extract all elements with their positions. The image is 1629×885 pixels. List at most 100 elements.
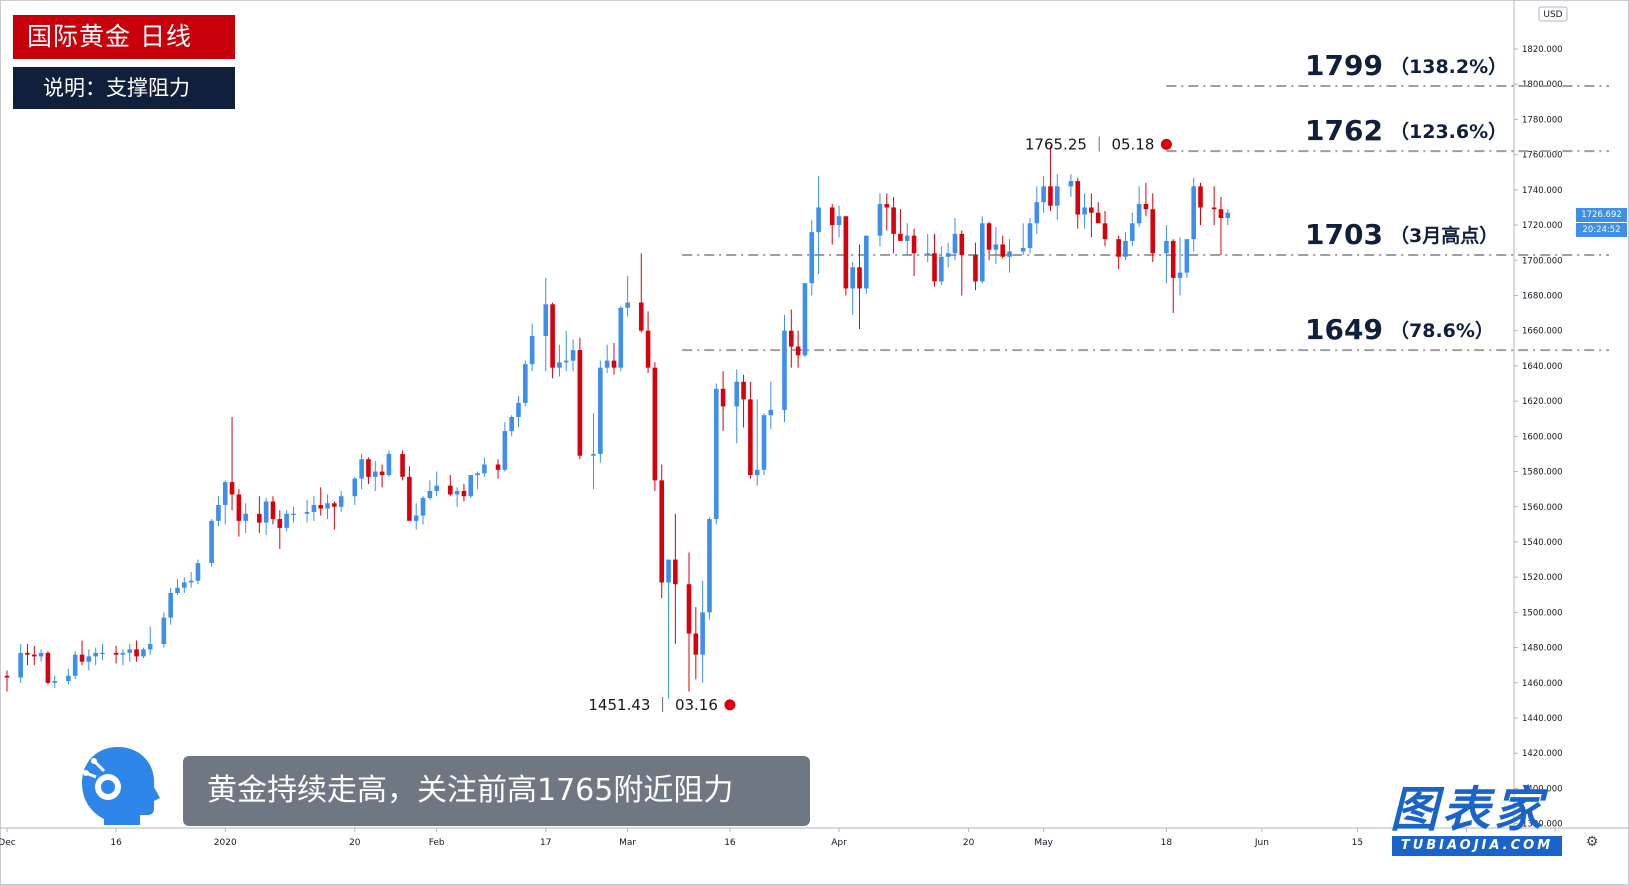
candle-body — [611, 360, 617, 368]
candle-body — [550, 304, 555, 368]
candle-body — [1000, 244, 1006, 257]
candle-body — [877, 203, 883, 236]
y-tick-label: 1480.000 — [1522, 644, 1563, 654]
candle-body — [693, 633, 699, 655]
candle-body — [748, 399, 753, 476]
candle-body — [134, 649, 139, 657]
currency-label: USD — [1543, 10, 1562, 20]
candle-body — [229, 482, 235, 495]
candle-body — [18, 652, 23, 678]
candle-body — [979, 223, 985, 282]
candle-body — [973, 255, 978, 282]
candle-body — [1075, 181, 1081, 215]
candle-body — [734, 381, 740, 407]
candle-body — [829, 207, 835, 226]
candle-body — [386, 453, 392, 476]
candle-body — [898, 233, 903, 241]
candle-body — [666, 559, 671, 583]
x-tick-label: 16 — [110, 838, 122, 848]
candle-body — [598, 367, 603, 454]
level-label: 1703 — [1305, 218, 1383, 251]
y-tick-label: 1400.000 — [1522, 784, 1563, 794]
candle-body — [86, 656, 92, 662]
candle-body — [516, 402, 521, 417]
candle-body — [952, 233, 958, 254]
candle-body — [4, 675, 10, 678]
brand-name: 图表家 — [1390, 782, 1547, 838]
brand-domain: TUBIAOJIA.COM — [1392, 836, 1562, 856]
candle-body — [216, 504, 221, 521]
candle-body — [291, 513, 296, 516]
candle-body — [707, 519, 712, 613]
candle-body — [434, 485, 439, 491]
candle-body — [577, 350, 583, 456]
candle-body — [1164, 240, 1169, 254]
x-tick-label: 18 — [1161, 838, 1173, 848]
candle-body — [523, 364, 528, 403]
y-tick-label: 1520.000 — [1522, 573, 1563, 583]
y-tick-label: 1600.000 — [1522, 432, 1563, 442]
candle-body — [420, 497, 426, 516]
x-tick-label: 17 — [540, 838, 551, 848]
x-tick-label: 15 — [1352, 838, 1363, 848]
price-marker-dot — [1160, 138, 1172, 150]
x-tick-label: Apr — [831, 838, 847, 848]
candle-body — [843, 216, 849, 289]
candle-body — [1130, 223, 1135, 241]
candle-body — [52, 681, 58, 683]
candle-body — [768, 409, 774, 416]
candle-body — [1034, 202, 1040, 224]
y-tick-label: 1820.000 — [1522, 45, 1563, 55]
y-tick-label: 1640.000 — [1522, 362, 1563, 372]
candle-body — [809, 232, 815, 284]
x-tick-label: Dec — [0, 838, 16, 848]
candle-body — [263, 501, 269, 523]
candle-body — [209, 520, 214, 564]
x-tick-label: Feb — [429, 838, 445, 848]
candle-body — [1007, 251, 1012, 257]
candle-body — [864, 235, 869, 289]
candle-body — [673, 559, 678, 585]
y-tick-label: 1740.000 — [1522, 186, 1563, 196]
candle-body — [754, 469, 760, 476]
candle-body — [557, 362, 562, 368]
candle-body — [277, 519, 283, 528]
candle-body — [1116, 239, 1121, 257]
y-tick-label: 1780.000 — [1522, 115, 1563, 125]
candle-body — [618, 307, 624, 368]
candle-body — [802, 283, 808, 356]
candle-body — [413, 515, 419, 521]
x-tick-label: 2020 — [214, 838, 237, 848]
x-tick-label: May — [1034, 838, 1053, 848]
candle-body — [311, 504, 317, 513]
y-tick-label: 1660.000 — [1522, 327, 1563, 337]
chart-title: 国际黄金 日线 — [13, 15, 235, 59]
y-tick-label: 1720.000 — [1522, 221, 1563, 231]
candle-body — [686, 584, 692, 634]
candle-body — [1177, 272, 1183, 278]
candle-body — [884, 203, 890, 208]
x-tick-label: Jun — [1254, 838, 1269, 848]
candle-body — [795, 346, 801, 356]
candle-body — [495, 464, 501, 470]
candle-body — [1136, 203, 1142, 224]
level-label: 1649 — [1305, 313, 1383, 346]
candle-body — [168, 593, 173, 618]
candle-body — [1095, 212, 1101, 224]
candle-body — [836, 216, 842, 226]
candle-body — [454, 490, 460, 495]
candle-body — [318, 504, 324, 509]
candle-body — [939, 256, 944, 282]
candle-body — [1048, 186, 1053, 206]
candle-body — [543, 304, 549, 336]
y-tick-label: 1560.000 — [1522, 503, 1563, 513]
candle-body — [904, 235, 910, 241]
candle-body — [338, 496, 344, 507]
candle-body — [1218, 209, 1224, 219]
candle-body — [850, 267, 855, 289]
candle-body — [236, 494, 242, 521]
candle-body — [986, 223, 992, 250]
level-note: （138.2%） — [1390, 55, 1507, 78]
robot-head-icon — [74, 743, 164, 831]
